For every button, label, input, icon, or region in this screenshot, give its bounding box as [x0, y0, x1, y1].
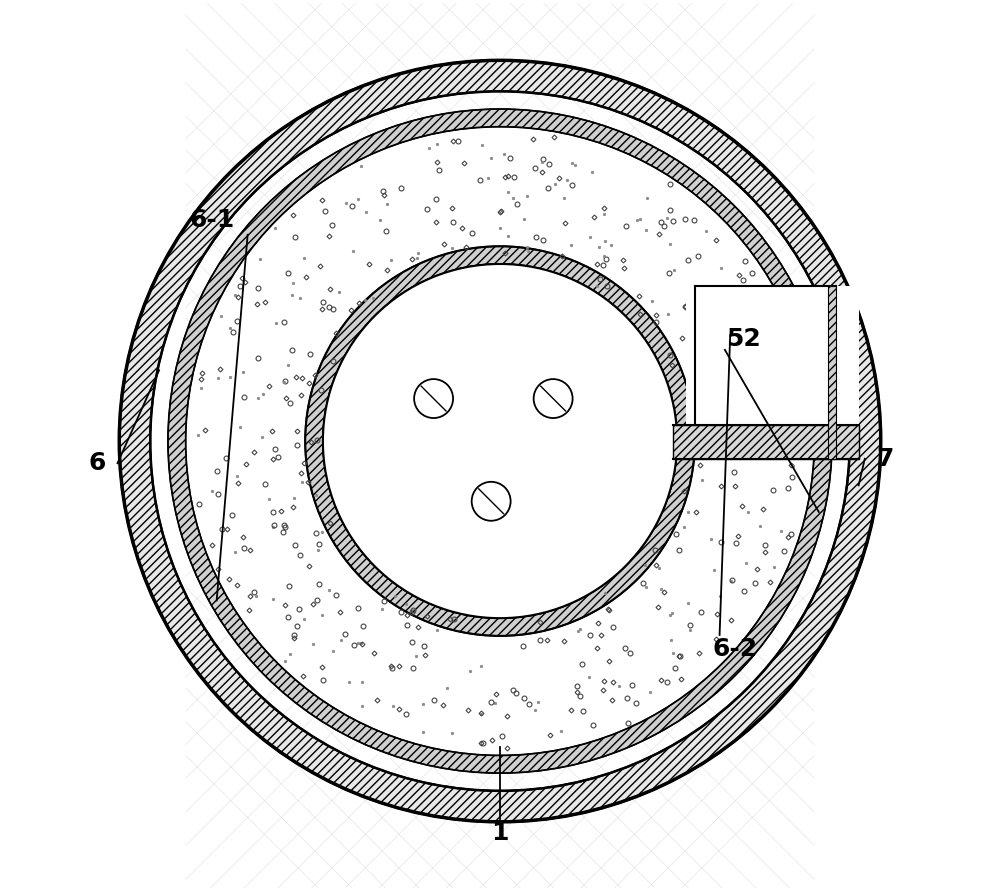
Text: 52: 52: [726, 327, 761, 351]
Bar: [686, 286, 859, 425]
Text: 6: 6: [88, 451, 106, 475]
Circle shape: [323, 264, 677, 618]
Bar: [828, 286, 836, 459]
Circle shape: [414, 379, 453, 418]
Circle shape: [534, 379, 573, 418]
Circle shape: [186, 127, 814, 756]
Text: 7: 7: [876, 446, 894, 470]
Circle shape: [199, 140, 801, 742]
Text: 6-2: 6-2: [712, 637, 757, 661]
Text: 6-1: 6-1: [190, 208, 235, 232]
Circle shape: [472, 482, 511, 520]
Bar: [673, 425, 859, 459]
Text: 1: 1: [491, 822, 509, 846]
